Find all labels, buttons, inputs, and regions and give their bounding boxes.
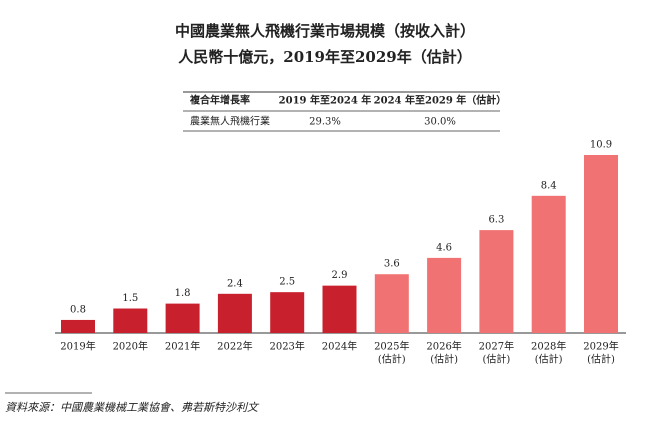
value-label: 1.8: [175, 288, 191, 299]
value-label: 6.3: [488, 215, 504, 226]
chart-title: 中國農業無人飛機行業市場規模（按收入計）: [175, 22, 475, 40]
x-tick-label: 2021年: [165, 340, 200, 353]
x-tick-label: 2029年: [583, 340, 618, 353]
x-tick-label: 2026年: [426, 340, 461, 353]
x-tick-note: (估計): [482, 353, 510, 366]
chart-subtitle: 人民幣十億元，2019年至2029年（估計）: [178, 48, 472, 66]
table-cell: 農業無人飛機行業: [190, 115, 270, 128]
x-tick-label: 2019年: [60, 340, 95, 353]
table-header: 2024 年至2029 年（估計）: [374, 94, 507, 107]
x-tick-label: 2020年: [113, 340, 148, 353]
value-label: 10.9: [590, 140, 612, 151]
bar: [270, 292, 305, 333]
bar: [217, 293, 252, 333]
value-label: 0.8: [70, 304, 86, 315]
x-tick-label: 2025年: [374, 340, 409, 353]
x-tick-label: 2024年: [322, 340, 357, 353]
table-cell: 29.3%: [309, 117, 341, 128]
source: 資料來源：中國農業機械工業協會、弗若斯特沙利文: [5, 401, 260, 414]
bar: [165, 303, 200, 333]
x-tick-note: (估計): [430, 353, 458, 366]
x-tick-label: 2023年: [269, 340, 304, 353]
bar: [61, 319, 95, 333]
value-label: 2.5: [279, 277, 295, 288]
x-tick-label: 2027年: [479, 340, 514, 353]
bar: [479, 230, 514, 333]
x-tick-note: (估計): [378, 353, 406, 366]
x-tick-label: 2022年: [217, 340, 252, 353]
value-label: 4.6: [436, 242, 452, 253]
value-label: 1.5: [122, 293, 138, 304]
x-tick-note: (估計): [587, 353, 615, 366]
value-label: 8.4: [541, 180, 557, 191]
table-header: 2019 年至2024 年: [279, 94, 372, 107]
value-label: 2.4: [227, 278, 243, 289]
table-header: 複合年增長率: [189, 94, 250, 107]
value-label: 3.6: [384, 259, 400, 270]
x-tick-note: (估計): [535, 353, 563, 366]
bar: [584, 155, 618, 333]
bar: [113, 308, 148, 333]
bar: [531, 195, 566, 333]
value-label: 2.9: [332, 270, 348, 281]
table-cell: 30.0%: [424, 117, 456, 128]
x-tick-label: 2028年: [531, 340, 566, 353]
bar: [374, 274, 409, 333]
bar: [322, 285, 357, 333]
bar: [427, 257, 462, 333]
